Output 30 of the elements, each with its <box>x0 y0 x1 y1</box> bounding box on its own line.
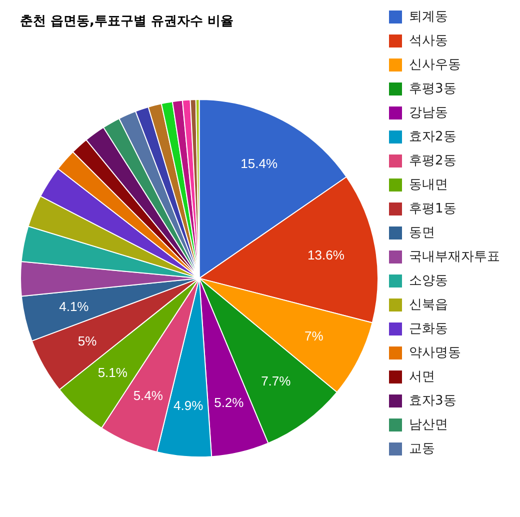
legend-label: 효자2동 <box>409 129 456 144</box>
legend-label: 석사동 <box>409 33 448 48</box>
chart-title: 춘천 읍면동,투표구별 유권자수 비율 <box>20 14 234 30</box>
legend-label: 소양동 <box>409 273 448 288</box>
data-label: 5.2% <box>214 395 244 410</box>
legend-label: 근화동 <box>409 321 448 336</box>
legend-label: 남산면 <box>409 417 448 432</box>
legend-label: 후평2동 <box>409 153 456 168</box>
data-label: 7.7% <box>261 373 292 388</box>
legend-label: 신사우동 <box>409 57 461 72</box>
legend-label: 강남동 <box>409 105 448 120</box>
legend-label: 교동 <box>409 441 435 456</box>
data-label: 15.4% <box>240 156 278 171</box>
legend-label: 국내부재자투표 <box>409 249 500 264</box>
data-label: 5% <box>78 333 98 348</box>
data-label: 5.1% <box>98 365 128 380</box>
data-label: 13.6% <box>308 247 345 262</box>
data-label: 4.9% <box>174 398 204 414</box>
data-label: 5.4% <box>133 388 164 403</box>
data-label: 7% <box>304 328 324 344</box>
legend-label: 후평3동 <box>409 81 456 96</box>
legend-label: 동내면 <box>409 177 448 192</box>
legend-label: 서면 <box>409 369 435 384</box>
legend-label: 퇴계동 <box>409 9 448 24</box>
data-label: 4.1% <box>59 299 90 314</box>
legend-label: 신북읍 <box>409 297 448 312</box>
legend-label: 동면 <box>409 225 435 240</box>
legend-label: 후평1동 <box>409 201 456 216</box>
legend-label: 약사명동 <box>409 345 461 360</box>
legend-label: 효자3동 <box>409 393 456 408</box>
